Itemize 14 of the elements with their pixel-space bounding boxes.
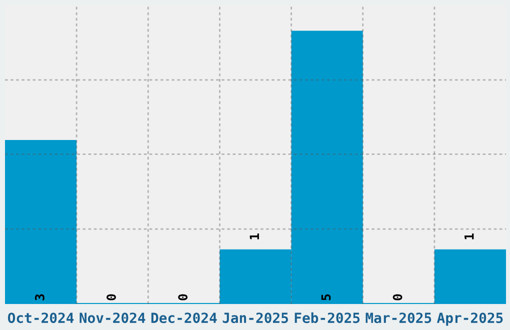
x-tick-label: Mar-2025	[366, 312, 432, 324]
x-tick-label: Apr-2025	[436, 312, 503, 326]
data-label: 5	[321, 294, 331, 300]
data-label: 0	[392, 294, 402, 300]
x-tick-label: Nov-2024	[80, 312, 146, 324]
x-tick-label: Jan-2025	[222, 312, 288, 324]
data-label: 0	[178, 294, 188, 300]
data-label: 1	[464, 233, 474, 240]
x-tick-label: Oct-2024	[8, 312, 74, 324]
x-tick-label: Dec-2024	[151, 312, 217, 324]
data-label: 0	[106, 294, 116, 300]
data-label: 3	[34, 294, 44, 300]
data-label: 1	[250, 233, 259, 240]
x-tick-label: Feb-2025	[294, 312, 360, 324]
